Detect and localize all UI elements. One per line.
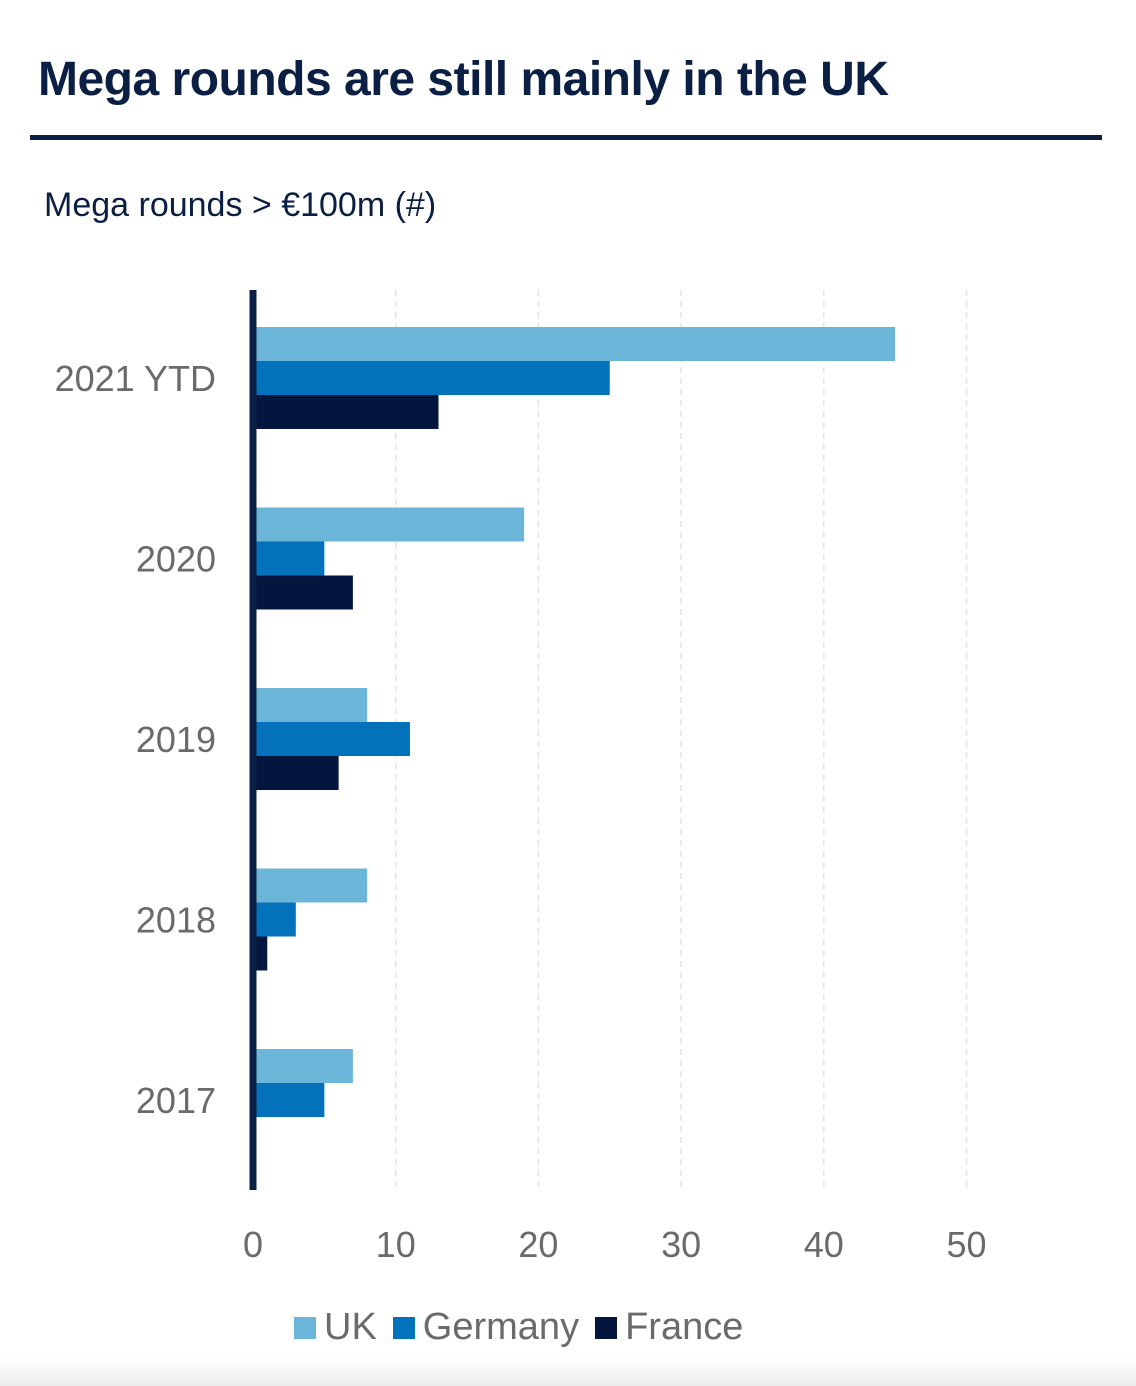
x-tick-label: 0 — [243, 1224, 263, 1265]
x-tick-label: 50 — [946, 1224, 986, 1265]
x-tick-label: 20 — [518, 1224, 558, 1265]
bar-france-2021-ytd — [253, 395, 439, 429]
x-tick-label: 10 — [376, 1224, 416, 1265]
y-tick-label: 2018 — [136, 900, 216, 941]
bar-uk-2018 — [253, 868, 368, 903]
bottom-shade — [0, 1356, 1136, 1386]
bar-germany-2021-ytd — [253, 361, 610, 395]
legend-swatch-france — [595, 1316, 618, 1339]
legend-item-germany: Germany — [392, 1306, 580, 1349]
chart-title: Mega rounds are still mainly in the UK — [38, 53, 889, 106]
bar-uk-2021-ytd — [253, 327, 896, 361]
bar-france-2020 — [253, 575, 353, 610]
bar-uk-2019 — [253, 688, 368, 722]
bar-france-2018 — [253, 936, 268, 971]
bar-germany-2020 — [253, 541, 325, 576]
y-tick-label: 2017 — [136, 1080, 216, 1121]
legend-swatch-uk — [294, 1316, 316, 1339]
x-tick-label: 30 — [661, 1224, 701, 1265]
legend-item-france: France — [595, 1306, 743, 1349]
bar-uk-2017 — [253, 1049, 353, 1083]
legend-label-france: France — [625, 1306, 744, 1348]
title-divider — [30, 135, 1102, 140]
bar-germany-2017 — [253, 1083, 325, 1117]
x-tick-label: 40 — [804, 1224, 844, 1265]
bar-germany-2019 — [253, 722, 410, 756]
y-tick-label: 2019 — [136, 719, 216, 760]
legend-item-uk: UK — [294, 1306, 377, 1349]
bar-chart: 2021 YTD 2020 2019 2018 2017 0 10 20 30 40 50 — [55, 290, 987, 1265]
legend-label-uk: UK — [324, 1306, 377, 1348]
legend-swatch-germany — [392, 1316, 415, 1339]
bar-germany-2018 — [253, 902, 296, 937]
y-tick-label: 2021 YTD — [55, 358, 216, 399]
chart-legend: UK Germany France — [294, 1306, 759, 1349]
y-tick-label: 2020 — [136, 539, 216, 580]
legend-label-germany: Germany — [422, 1306, 580, 1348]
bar-uk-2020 — [253, 507, 525, 542]
bar-france-2019 — [253, 756, 339, 790]
chart-subtitle: Mega rounds > €100m (#) — [44, 186, 437, 224]
